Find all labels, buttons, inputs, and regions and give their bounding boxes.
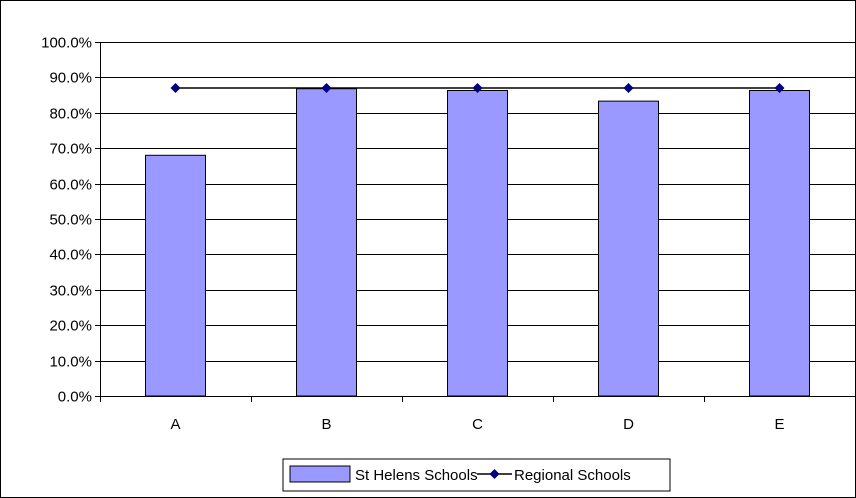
y-tick-labels: 0.0% 10.0% 20.0% 30.0% 40.0% 50.0% 60.0% 70.0% 8…	[41, 35, 92, 406]
y-tick-label: 0.0%	[58, 389, 92, 406]
x-tick-label: C	[472, 416, 483, 433]
y-tick-label: 100.0%	[41, 35, 92, 52]
legend-label-line: Regional Schools	[514, 467, 631, 484]
y-tick-label: 40.0%	[49, 247, 92, 264]
y-tick-label: 30.0%	[49, 283, 92, 300]
axes	[95, 42, 856, 402]
line-point	[321, 83, 332, 94]
line-point	[170, 83, 181, 94]
line-point	[623, 83, 634, 94]
line-series	[170, 83, 785, 94]
y-tick-label: 90.0%	[49, 70, 92, 87]
legend: St Helens Schools Regional Schools	[282, 458, 671, 492]
y-tick-label: 50.0%	[49, 212, 92, 229]
x-tick-label: E	[774, 416, 784, 433]
bar	[145, 154, 206, 397]
line-point	[774, 83, 785, 94]
y-tick-label: 70.0%	[49, 141, 92, 158]
legend-label-bar: St Helens Schools	[355, 467, 478, 484]
x-tick-label: D	[623, 416, 634, 433]
y-tick-label: 20.0%	[49, 318, 92, 335]
bar	[598, 100, 659, 397]
bar	[447, 89, 508, 397]
bar	[749, 89, 810, 397]
x-tick-label: A	[170, 416, 180, 433]
y-tick-label: 10.0%	[49, 354, 92, 371]
bar-series	[145, 88, 810, 397]
legend-swatch-bar	[289, 465, 351, 483]
bar	[296, 88, 357, 397]
x-tick-labels: A B C D E	[170, 416, 784, 433]
gridlines	[100, 42, 855, 362]
y-tick-label: 80.0%	[49, 106, 92, 123]
line-point	[472, 83, 483, 94]
legend-swatch-marker	[489, 469, 500, 479]
y-tick-label: 60.0%	[49, 177, 92, 194]
x-tick-label: B	[321, 416, 331, 433]
